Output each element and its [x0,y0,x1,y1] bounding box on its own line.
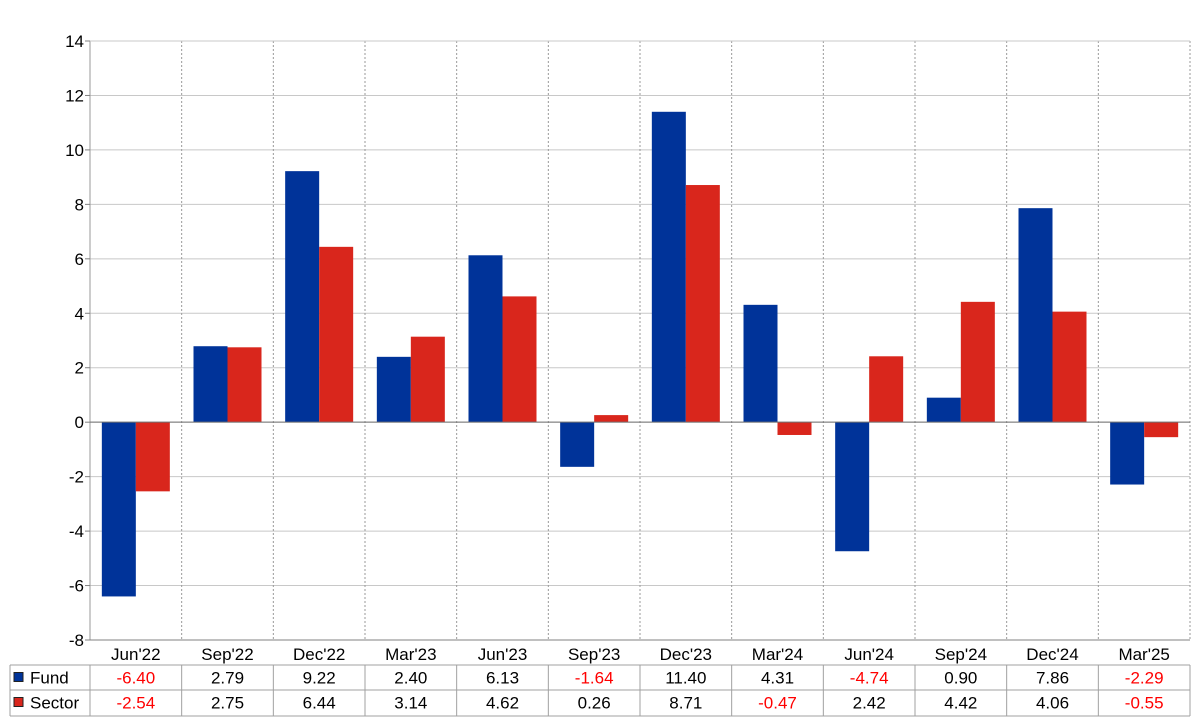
x-tick-label: Dec'22 [293,645,345,664]
y-tick-label: 8 [75,195,84,214]
bar-fund-9 [926,397,961,423]
table-value-sector: 0.26 [578,694,611,713]
x-tick-label: Sep'24 [935,645,987,664]
data-table: Fund -6.40 2.79 9.22 2.40 6.13 -1.64 11.40 4.31 -… [9,664,1191,717]
bar-fund-5 [560,422,595,467]
table-value-fund: 0.90 [944,669,977,688]
bar-fund-11 [1110,422,1145,485]
table-value-sector: 4.06 [1036,694,1069,713]
bar-fund-7 [743,304,778,423]
bar-fund-10 [1018,208,1053,423]
table-value-fund: 2.40 [394,669,427,688]
table-value-sector: 8.71 [669,694,702,713]
table-value-sector: -2.54 [116,694,155,713]
x-tick-label: Dec'23 [660,645,712,664]
bar-fund-8 [835,422,870,552]
x-tick-label: Mar'24 [752,645,803,664]
table-value-fund: 4.31 [761,669,794,688]
bar-sector-11 [1144,422,1179,438]
table-value-fund: -2.29 [1125,669,1164,688]
table-value-fund: 9.22 [303,669,336,688]
legend-label-sector: Sector [30,694,79,713]
bar-sector-6 [685,185,720,423]
bar-sector-3 [410,336,445,423]
bar-sector-7 [777,422,812,435]
x-tick-label: Dec'24 [1026,645,1078,664]
table-value-fund: 11.40 [665,669,706,688]
bar-fund-6 [651,111,686,423]
table-value-fund: -1.64 [575,669,614,688]
y-tick-label: 0 [75,413,84,432]
table-value-sector: -0.55 [1125,694,1164,713]
y-tick-label: -2 [69,468,84,487]
y-tick-label: 12 [65,86,84,105]
y-tick-label: 6 [75,250,84,269]
table-value-sector: -0.47 [758,694,797,713]
x-tick-label: Mar'23 [385,645,436,664]
table-value-sector: 4.62 [486,694,519,713]
y-tick-label: 4 [75,304,84,323]
y-tick-label: -4 [69,522,84,541]
bar-fund-4 [468,255,503,423]
table-value-fund: -6.40 [116,669,155,688]
y-tick-label: 10 [65,141,84,160]
bar-fund-2 [285,171,320,423]
legend-label-fund: Fund [30,669,69,688]
x-axis: Jun'22 Sep'22 Dec'22 Mar'23 Jun'23 Sep'23 Dec'… [90,639,1190,664]
y-tick-label: 14 [65,32,84,51]
y-axis: 14 12 10 8 6 4 2 0 -2 -4 -6 -8 [65,32,90,650]
legend-swatch-sector [13,697,24,707]
x-tick-label: Sep'22 [201,645,253,664]
table-value-sector: 4.42 [944,694,977,713]
bar-sector-5 [594,415,629,423]
bar-fund-0 [101,422,136,597]
x-tick-label: Sep'23 [568,645,620,664]
bar-fund-1 [193,346,228,423]
table-value-fund: -4.74 [850,669,889,688]
bar-sector-10 [1052,311,1087,423]
table-value-fund: 6.13 [486,669,519,688]
legend-swatch-fund [13,672,24,682]
table-value-sector: 2.42 [853,694,886,713]
bar-sector-1 [227,347,262,423]
bar-sector-9 [960,301,995,423]
x-tick-label: Jun'22 [111,645,161,664]
y-tick-label: -6 [69,577,84,596]
x-tick-label: Mar'25 [1118,645,1169,664]
y-tick-label: 2 [75,359,84,378]
bar-sector-2 [319,246,354,423]
bar-sector-8 [869,356,904,423]
table-value-sector: 2.75 [211,694,244,713]
table-value-sector: 3.14 [394,694,427,713]
y-tick-label: -8 [69,631,84,650]
bar-sector-4 [502,296,537,423]
x-tick-label: Jun'24 [844,645,894,664]
table-value-fund: 2.79 [211,669,244,688]
bars [90,111,1190,597]
table-value-fund: 7.86 [1036,669,1069,688]
x-tick-label: Jun'23 [478,645,528,664]
bar-sector-0 [135,422,170,492]
table-value-sector: 6.44 [303,694,336,713]
bar-fund-3 [376,356,411,423]
